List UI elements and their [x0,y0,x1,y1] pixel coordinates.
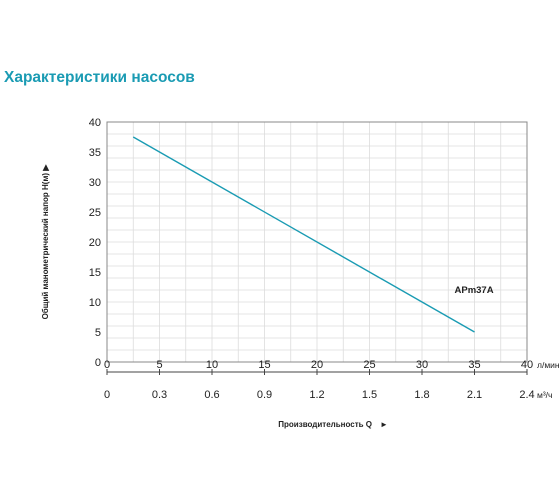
x-axis-secondary: 0 0.3 0.6 0.9 1.2 1.5 1.8 2.1 2.4 м³/ч [104,389,553,401]
x-tick-label-secondary: 2.4 [519,389,534,401]
y-tick-label: 40 [89,117,101,129]
x-tick-label-secondary: 2.1 [467,389,482,401]
series-label: APm37A [455,285,494,296]
x-tick-label-primary: 25 [363,359,375,371]
y-tick-labels: 0 5 10 15 20 25 30 35 40 [89,117,101,369]
series-layer: APm37A [132,136,494,333]
x-tick-label-secondary: 1.5 [362,389,377,401]
x-axis-primary-unit: л/мин [537,360,560,370]
page-title: Характеристики насосов [4,69,195,86]
x-tick-label-primary: 30 [416,359,428,371]
y-tick-label: 10 [89,297,101,309]
y-tick-label: 25 [89,207,101,219]
y-tick-label: 5 [95,327,101,339]
x-tick-label-primary: 10 [206,359,218,371]
x-tick-label-primary: 35 [468,359,480,371]
x-axis-primary: 0 5 10 15 20 25 30 35 40 л/мин [104,359,560,375]
x-tick-label-primary: 20 [311,359,323,371]
x-tick-label-primary: 5 [156,359,162,371]
x-axis-title-arrow: ► [380,420,388,429]
x-tick-label-secondary: 0 [104,389,110,401]
x-tick-label-secondary: 0.6 [204,389,219,401]
x-tick-label-primary: 15 [258,359,270,371]
x-axis-title: Производительность Q [278,420,372,429]
y-tick-label: 30 [89,177,101,189]
x-tick-label-primary: 0 [104,359,110,371]
x-tick-label-primary: 40 [521,359,533,371]
y-axis-title: Общий манометрический напор H(м) ▶ [41,164,50,320]
x-tick-label-secondary: 1.8 [414,389,429,401]
x-axis-secondary-unit: м³/ч [537,390,552,400]
x-tick-label-secondary: 0.9 [257,389,272,401]
y-tick-label: 15 [89,267,101,279]
y-tick-label: 35 [89,147,101,159]
series-line [132,136,475,333]
y-tick-label: 20 [89,237,101,249]
x-tick-label-secondary: 1.2 [309,389,324,401]
chart-grid [107,122,527,362]
x-tick-label-secondary: 0.3 [152,389,167,401]
plot-frame [106,121,528,363]
y-tick-label: 0 [95,357,101,369]
